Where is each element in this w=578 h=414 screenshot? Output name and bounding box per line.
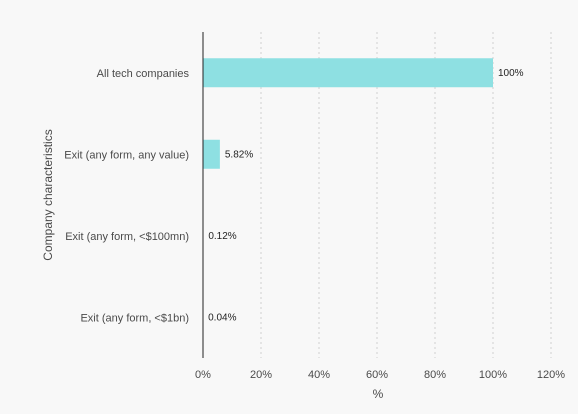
category-label-2: Exit (any form, <$100mn) — [65, 231, 189, 243]
data-label-1: 5.82% — [225, 149, 253, 160]
bar-0 — [203, 58, 493, 88]
data-label-0: 100% — [498, 68, 524, 79]
x-tick-label-1: 20% — [250, 369, 272, 381]
category-labels: All tech companies Exit (any form, any va… — [64, 68, 189, 325]
category-label-3: Exit (any form, <$1bn) — [80, 312, 189, 324]
x-tick-label-3: 60% — [366, 369, 388, 381]
data-label-3: 0.04% — [208, 312, 236, 323]
category-label-1: Exit (any form, any value) — [64, 149, 189, 161]
gridlines — [260, 32, 552, 358]
x-tick-label-5: 100% — [479, 369, 507, 381]
x-tick-labels: 0% 20% 40% 60% 80% 100% 120% — [195, 369, 565, 381]
x-tick-label-6: 120% — [537, 369, 565, 381]
data-labels: 100% 5.82% 0.12% 0.04% — [208, 68, 524, 324]
bar-1 — [203, 139, 220, 169]
y-axis-title: Company characteristics — [41, 129, 55, 260]
x-tick-label-0: 0% — [195, 369, 211, 381]
x-tick-label-2: 40% — [308, 369, 330, 381]
data-label-2: 0.12% — [208, 231, 236, 242]
x-tick-label-4: 80% — [424, 369, 446, 381]
x-axis-title: % — [373, 387, 384, 401]
bars — [203, 58, 493, 332]
category-label-0: All tech companies — [97, 68, 190, 80]
